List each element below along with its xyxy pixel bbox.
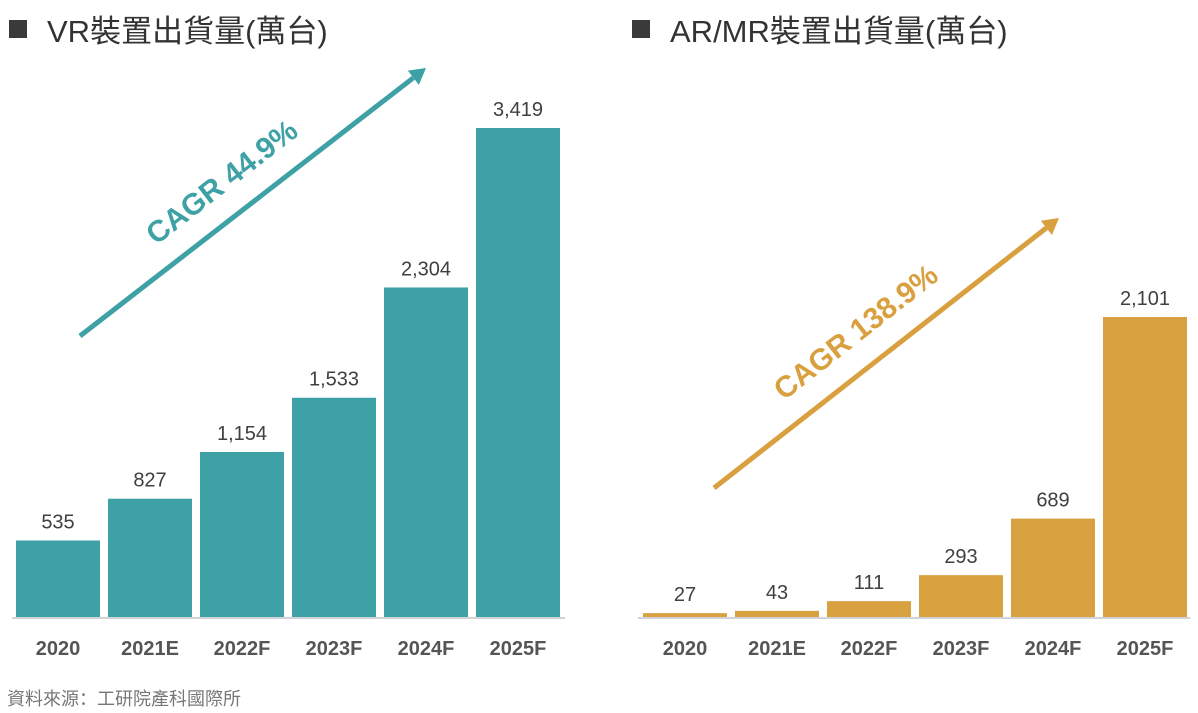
bullet-square-icon bbox=[9, 19, 27, 38]
x-tick-label: 2024F bbox=[398, 638, 455, 660]
data-label: 689 bbox=[1036, 490, 1069, 512]
bar-2022F bbox=[827, 601, 911, 617]
x-tick-label: 2025F bbox=[1117, 638, 1174, 660]
source-note: 資料來源：工研院產科國際所 bbox=[7, 689, 241, 709]
x-tick-label: 2020 bbox=[36, 638, 81, 660]
x-tick-label: 2025F bbox=[490, 638, 547, 660]
bar-2023F bbox=[919, 575, 1003, 617]
arrow-head-icon bbox=[407, 68, 426, 85]
bar-2021E bbox=[108, 498, 192, 617]
vr-chart-title: VR裝置出貨量(萬台) bbox=[9, 6, 328, 51]
bar-2024F bbox=[1011, 518, 1095, 617]
bar-2020 bbox=[643, 613, 727, 617]
x-tick-label: 2023F bbox=[306, 638, 363, 660]
x-tick-label: 2021E bbox=[121, 638, 179, 660]
vr-chart-title-text: VR裝置出貨量(萬台) bbox=[47, 14, 328, 49]
bar-2023F bbox=[292, 397, 376, 617]
arrow-head-icon bbox=[1040, 218, 1059, 235]
x-tick-label: 2024F bbox=[1025, 638, 1082, 660]
bar-2025F bbox=[476, 128, 560, 617]
bar-2022F bbox=[200, 451, 284, 617]
data-label: 3,419 bbox=[493, 99, 543, 121]
ar-chart-title-text: AR/MR裝置出貨量(萬台) bbox=[670, 14, 1008, 49]
data-label: 827 bbox=[133, 470, 166, 492]
x-tick-label: 2020 bbox=[663, 638, 708, 660]
bar-2020 bbox=[16, 540, 100, 617]
data-label: 1,533 bbox=[309, 369, 359, 391]
bar-2021E bbox=[735, 610, 819, 617]
cagr-annotation: CAGR 138.9% bbox=[768, 258, 945, 406]
bar-2024F bbox=[384, 287, 468, 617]
data-label: 111 bbox=[854, 572, 884, 594]
x-tick-label: 2022F bbox=[214, 638, 271, 660]
data-label: 535 bbox=[41, 511, 74, 533]
cagr-arrow-line bbox=[78, 75, 415, 338]
x-tick-label: 2023F bbox=[933, 638, 990, 660]
bar-2025F bbox=[1103, 317, 1187, 617]
bullet-square-icon bbox=[632, 19, 650, 38]
data-label: 43 bbox=[766, 582, 788, 604]
ar-chart-title: AR/MR裝置出貨量(萬台) bbox=[632, 6, 1008, 51]
x-tick-label: 2022F bbox=[841, 638, 898, 660]
data-label: 1,154 bbox=[217, 423, 267, 445]
x-tick-label: 2021E bbox=[748, 638, 806, 660]
data-label: 2,101 bbox=[1120, 288, 1170, 310]
data-label: 27 bbox=[674, 584, 696, 606]
data-label: 2,304 bbox=[401, 258, 451, 280]
cagr-arrow-line bbox=[712, 225, 1048, 490]
data-label: 293 bbox=[944, 546, 977, 568]
